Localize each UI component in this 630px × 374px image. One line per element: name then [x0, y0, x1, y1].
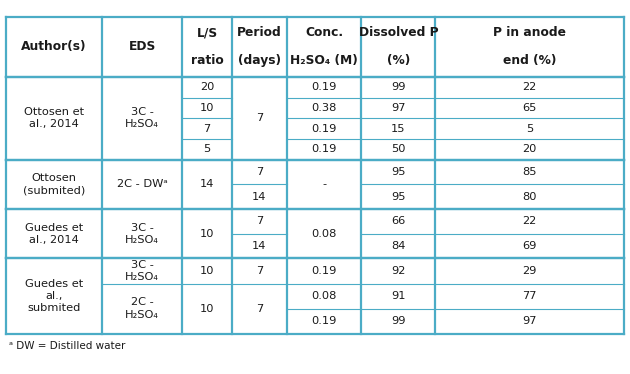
- Text: 20: 20: [200, 82, 214, 92]
- Text: (%): (%): [387, 54, 410, 67]
- Text: Dissolved P: Dissolved P: [358, 27, 438, 39]
- Text: Conc.: Conc.: [305, 27, 343, 39]
- Text: 91: 91: [391, 291, 406, 301]
- Text: 14: 14: [252, 191, 266, 202]
- Text: 10: 10: [200, 304, 214, 313]
- Text: Guedes et
al., 2014: Guedes et al., 2014: [25, 223, 83, 245]
- Text: 0.38: 0.38: [312, 103, 337, 113]
- Text: EDS: EDS: [129, 40, 156, 53]
- Text: 2C -
H₂SO₄: 2C - H₂SO₄: [125, 297, 159, 320]
- Text: P in anode: P in anode: [493, 27, 566, 39]
- Text: 0.19: 0.19: [312, 144, 337, 154]
- Text: 7: 7: [256, 266, 263, 276]
- Text: 0.08: 0.08: [312, 291, 337, 301]
- Text: 66: 66: [391, 217, 406, 226]
- Text: 20: 20: [522, 144, 537, 154]
- Text: 99: 99: [391, 316, 406, 326]
- Text: 69: 69: [522, 241, 537, 251]
- Text: 2C - DWᵃ: 2C - DWᵃ: [117, 179, 168, 189]
- Text: -: -: [322, 179, 326, 189]
- Text: 97: 97: [391, 103, 406, 113]
- Text: 0.19: 0.19: [312, 123, 337, 134]
- Text: 0.19: 0.19: [312, 316, 337, 326]
- Text: 0.08: 0.08: [312, 229, 337, 239]
- Text: 3C -
H₂SO₄: 3C - H₂SO₄: [125, 223, 159, 245]
- Text: ᵃ DW = Distilled water: ᵃ DW = Distilled water: [9, 341, 126, 352]
- Text: 7: 7: [256, 217, 263, 226]
- Text: 5: 5: [203, 144, 210, 154]
- Text: 95: 95: [391, 191, 406, 202]
- Text: 0.19: 0.19: [312, 266, 337, 276]
- Text: 50: 50: [391, 144, 406, 154]
- Text: 77: 77: [522, 291, 537, 301]
- Text: 10: 10: [200, 229, 214, 239]
- Text: 5: 5: [526, 123, 533, 134]
- Text: 22: 22: [522, 217, 537, 226]
- Text: 85: 85: [522, 167, 537, 177]
- Text: 80: 80: [522, 191, 537, 202]
- Text: 65: 65: [522, 103, 537, 113]
- Text: 14: 14: [252, 241, 266, 251]
- Text: 92: 92: [391, 266, 406, 276]
- Text: H₂SO₄ (M): H₂SO₄ (M): [290, 54, 358, 67]
- Text: 22: 22: [522, 82, 537, 92]
- Text: 84: 84: [391, 241, 406, 251]
- Text: Ottosen et
al., 2014: Ottosen et al., 2014: [24, 107, 84, 129]
- Text: 97: 97: [522, 316, 537, 326]
- Text: 7: 7: [256, 304, 263, 313]
- Text: 3C -
H₂SO₄: 3C - H₂SO₄: [125, 260, 159, 282]
- Text: Author(s): Author(s): [21, 40, 87, 53]
- Text: 3C -
H₂SO₄: 3C - H₂SO₄: [125, 107, 159, 129]
- Text: Ottosen
(submited): Ottosen (submited): [23, 173, 85, 196]
- Text: ratio: ratio: [191, 54, 223, 67]
- Text: 99: 99: [391, 82, 406, 92]
- Text: 10: 10: [200, 266, 214, 276]
- Text: Guedes et
al.,
submited: Guedes et al., submited: [25, 279, 83, 313]
- Text: 14: 14: [200, 179, 214, 189]
- Text: 29: 29: [522, 266, 537, 276]
- Text: 7: 7: [256, 167, 263, 177]
- Text: 7: 7: [256, 113, 263, 123]
- Text: 7: 7: [203, 123, 210, 134]
- Text: 0.19: 0.19: [312, 82, 337, 92]
- Text: L/S: L/S: [197, 27, 217, 39]
- Text: (days): (days): [238, 54, 281, 67]
- Text: end (%): end (%): [503, 54, 556, 67]
- Text: 95: 95: [391, 167, 406, 177]
- Text: Period: Period: [237, 27, 282, 39]
- Text: 10: 10: [200, 103, 214, 113]
- Text: 15: 15: [391, 123, 406, 134]
